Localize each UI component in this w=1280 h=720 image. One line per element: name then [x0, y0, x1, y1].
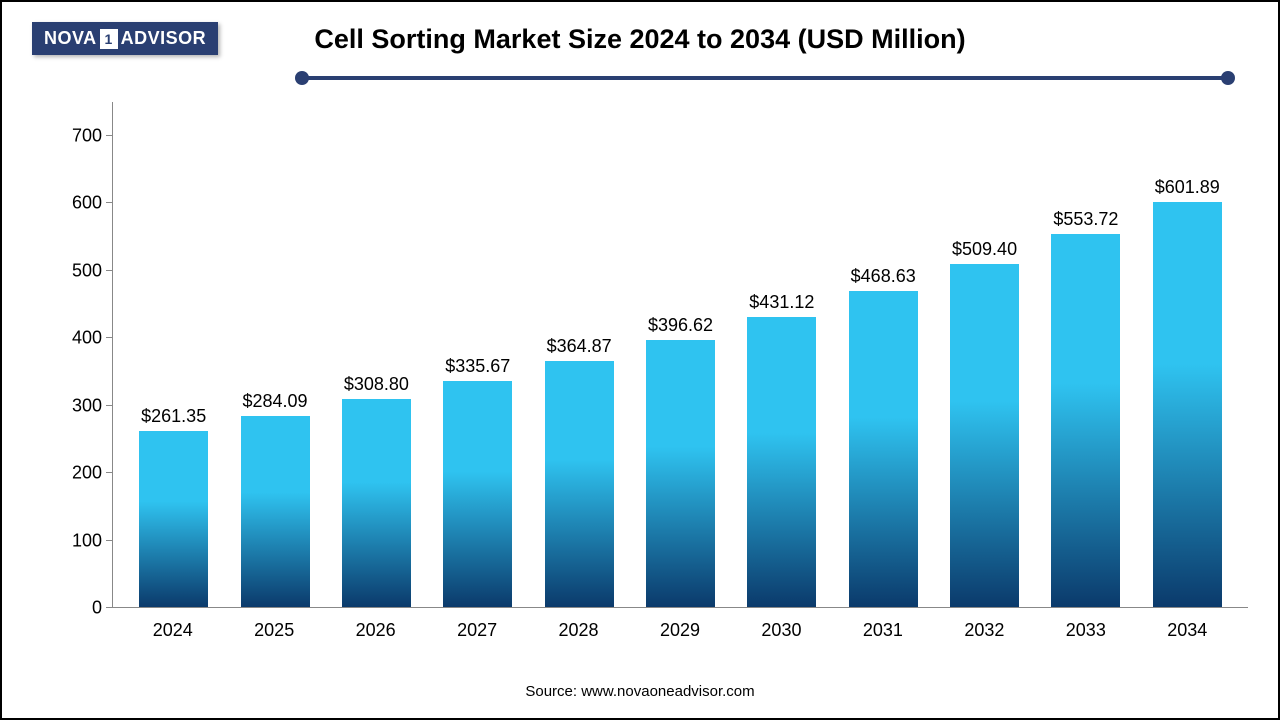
bar-slot: $308.80 [326, 102, 427, 607]
y-tick-label: 400 [72, 328, 102, 349]
y-tick-label: 0 [92, 598, 102, 619]
x-tick-label: 2026 [325, 608, 426, 648]
bar-value-label: $396.62 [648, 315, 713, 336]
bar [342, 399, 411, 607]
bar-value-label: $364.87 [547, 336, 612, 357]
bar [1153, 202, 1222, 607]
y-tick-label: 200 [72, 463, 102, 484]
bar-slot: $335.67 [427, 102, 528, 607]
bar [241, 416, 310, 607]
bar-value-label: $601.89 [1155, 177, 1220, 198]
y-tick-label: 500 [72, 260, 102, 281]
bar-value-label: $553.72 [1053, 209, 1118, 230]
x-tick-label: 2025 [223, 608, 324, 648]
y-tick-label: 600 [72, 193, 102, 214]
title-divider [302, 76, 1228, 80]
bar-slot: $364.87 [528, 102, 629, 607]
bar [139, 431, 208, 607]
x-tick-label: 2027 [426, 608, 527, 648]
x-tick-label: 2024 [122, 608, 223, 648]
bar-value-label: $308.80 [344, 374, 409, 395]
bar [646, 340, 715, 607]
bar-slot: $261.35 [123, 102, 224, 607]
x-tick-label: 2032 [934, 608, 1035, 648]
bar-value-label: $431.12 [749, 292, 814, 313]
y-tick-label: 700 [72, 125, 102, 146]
bar-slot: $284.09 [224, 102, 325, 607]
bar-slot: $431.12 [731, 102, 832, 607]
y-axis: 0100200300400500600700 [32, 102, 112, 608]
bar-slot: $509.40 [934, 102, 1035, 607]
bar [443, 381, 512, 607]
x-tick-label: 2031 [832, 608, 933, 648]
bar-value-label: $261.35 [141, 406, 206, 427]
bar [747, 317, 816, 607]
bar-value-label: $509.40 [952, 239, 1017, 260]
bar [849, 291, 918, 607]
y-tick-label: 300 [72, 395, 102, 416]
bar-slot: $396.62 [630, 102, 731, 607]
x-tick-label: 2029 [629, 608, 730, 648]
chart-area: 0 100 200 300 400 500 600 700 $261.35 $284.09 $30… [32, 102, 1248, 648]
x-tick-label: 2033 [1035, 608, 1136, 648]
y-tick-label: 100 [72, 530, 102, 551]
source-citation: Source: www.novaoneadvisor.com [2, 683, 1278, 700]
x-tick-label: 2028 [528, 608, 629, 648]
bar [950, 264, 1019, 607]
bar-value-label: $335.67 [445, 356, 510, 377]
x-tick-label: 2034 [1137, 608, 1238, 648]
bar [1051, 234, 1120, 607]
chart-title: Cell Sorting Market Size 2024 to 2034 (U… [2, 24, 1278, 55]
bar [545, 361, 614, 607]
x-axis-labels: 2024202520262027202820292030203120322033… [112, 608, 1248, 648]
chart-frame: NOVA 1 ADVISOR Cell Sorting Market Size … [0, 0, 1280, 720]
bars-container: $261.35 $284.09 $308.80 $335.67 $364.87 $396.… [113, 102, 1248, 607]
bar-slot: $601.89 [1137, 102, 1238, 607]
bar-slot: $468.63 [833, 102, 934, 607]
bar-value-label: $284.09 [243, 391, 308, 412]
bar-slot: $553.72 [1035, 102, 1136, 607]
x-tick-label: 2030 [731, 608, 832, 648]
bar-value-label: $468.63 [851, 266, 916, 287]
plot-area: $261.35 $284.09 $308.80 $335.67 $364.87 $396.… [112, 102, 1248, 608]
